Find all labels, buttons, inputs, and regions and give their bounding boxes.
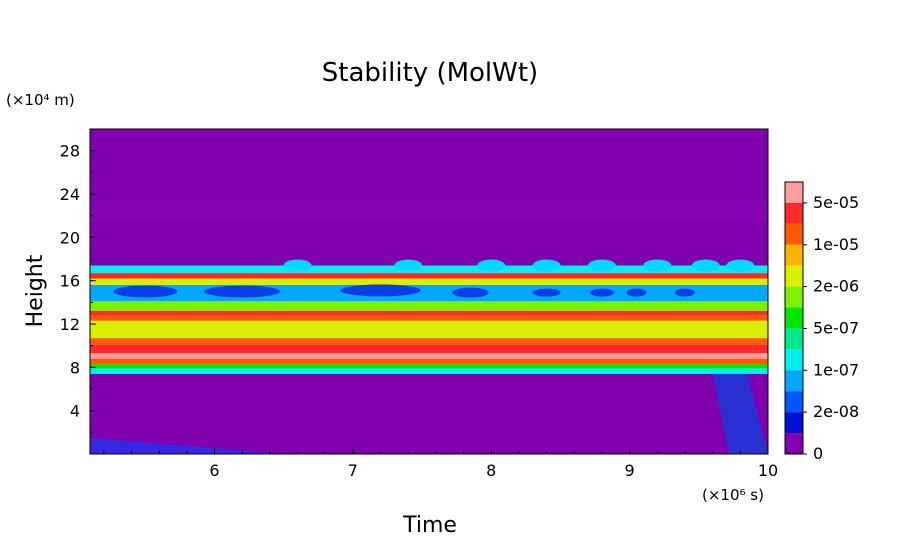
- heatmap-band-0: [90, 373, 768, 454]
- heatmap-band-4: [90, 353, 768, 359]
- heatmap-bump-7: [726, 259, 755, 272]
- heatmap-band-8: [90, 315, 768, 321]
- heatmap-feature-7: [674, 288, 695, 297]
- colorbar-segment-9: [785, 370, 803, 392]
- plot-frame: [89, 128, 769, 455]
- colorbar-segment-4: [785, 265, 803, 287]
- colorbar-segment-3: [785, 244, 803, 266]
- heatmap-band-3: [90, 358, 768, 365]
- y-tick-label-5: 24: [60, 185, 80, 204]
- colorbar-segment-2: [785, 223, 803, 245]
- heatmap-feature-1: [204, 285, 281, 298]
- heatmap-corner: [90, 437, 284, 454]
- heatmap-bump-3: [532, 259, 561, 272]
- x-tick-label-1: 7: [348, 461, 358, 480]
- heatmap-band-7: [90, 320, 768, 339]
- heatmap-haze: [90, 200, 768, 223]
- x-tick-label-4: 10: [758, 461, 778, 480]
- heatmap-band-10: [90, 301, 768, 311]
- colorbar-segment-6: [785, 307, 803, 329]
- y-tick-label-3: 16: [60, 272, 80, 291]
- heatmap-band-1: [90, 368, 768, 374]
- colorbar-segment-11: [785, 412, 803, 434]
- colorbar-label-2: 2e-06: [813, 277, 859, 296]
- heatmap-bump-5: [643, 259, 672, 272]
- heatmap-band-14: [90, 265, 768, 274]
- heatmap-feature-0: [113, 285, 178, 298]
- heatmap-feature-5: [589, 288, 614, 297]
- colorbar-frame: [784, 181, 804, 455]
- chart-title: Stability (MolWt): [322, 58, 538, 88]
- heatmap-bump-1: [394, 259, 423, 272]
- x-tick-label-3: 9: [625, 461, 635, 480]
- heatmap-band-2: [90, 364, 768, 369]
- y-tick-label-1: 8: [70, 358, 80, 377]
- plot-features: [90, 200, 768, 454]
- heatmap-band-13: [90, 273, 768, 279]
- colorbar-segment-0: [785, 182, 803, 203]
- heatmap-band-11: [90, 285, 768, 302]
- heatmap-feature-2: [340, 284, 421, 297]
- colorbar-segment-5: [785, 286, 803, 308]
- y-tick-label-4: 20: [60, 228, 80, 247]
- y-axis-label: Height: [23, 254, 48, 327]
- x-tick-label-0: 6: [209, 461, 219, 480]
- colorbar-label-3: 5e-07: [813, 318, 859, 337]
- colorbar-segment-7: [785, 328, 803, 350]
- y-tick-label-2: 12: [60, 315, 80, 334]
- heatmap-feature-4: [532, 288, 561, 297]
- colorbar-label-4: 1e-07: [813, 360, 859, 379]
- heatmap-band-5: [90, 344, 768, 354]
- y-tick-label-0: 4: [70, 402, 80, 421]
- x-ticks: 6 7 8 9 10: [103, 448, 778, 480]
- heatmap-bump-0: [283, 259, 312, 272]
- colorbar-segment-10: [785, 391, 803, 413]
- heatmap-bump-4: [587, 259, 616, 272]
- y-tick-label-6: 28: [60, 142, 80, 161]
- heatmap-feature-6: [626, 288, 647, 297]
- x-unit-label: (×10⁶ s): [702, 486, 764, 504]
- colorbar-segment-12: [785, 433, 803, 454]
- heatmap-feature-3: [452, 287, 489, 298]
- colorbar-label-6: 0: [813, 444, 823, 463]
- colorbar-label-1: 1e-05: [813, 235, 859, 254]
- heatmap-band-12: [90, 278, 768, 285]
- colorbar-segment-1: [785, 202, 803, 224]
- x-axis-label: Time: [402, 513, 457, 538]
- y-ticks: 4 8 12 16 20 24 28: [60, 128, 96, 433]
- colorbar-label-5: 2e-08: [813, 402, 859, 421]
- colorbar-segment-8: [785, 349, 803, 371]
- heatmap-band-6: [90, 338, 768, 345]
- plot-area: [90, 129, 768, 454]
- x-tick-label-2: 8: [486, 461, 496, 480]
- heatmap-plume: [712, 373, 768, 454]
- heatmap-band-15: [90, 129, 768, 266]
- heatmap-band-9: [90, 311, 768, 316]
- colorbar: 5e-05 1e-05 2e-06 5e-07 1e-07 2e-08 0: [784, 181, 859, 463]
- heatmap-bump-2: [477, 259, 506, 272]
- colorbar-label-0: 5e-05: [813, 193, 859, 212]
- heatmap-bump-6: [691, 259, 720, 272]
- y-unit-label: (×10⁴ m): [6, 91, 75, 109]
